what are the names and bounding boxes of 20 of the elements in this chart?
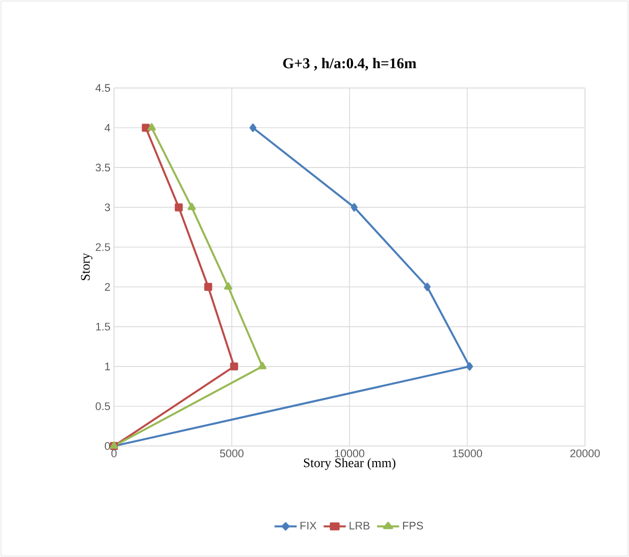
- y-tick-label: 4: [104, 124, 110, 132]
- x-axis-title: Story Shear (mm): [304, 458, 396, 470]
- y-tick-label: 0.5: [96, 402, 110, 410]
- legend-label: FIX: [300, 522, 316, 530]
- legend-label: FPS: [403, 522, 423, 530]
- x-tick-label: 5000: [220, 450, 244, 458]
- y-tick-label: 0: [104, 442, 110, 450]
- chart-title: G+3 , h/a:0.4, h=16m: [283, 58, 416, 70]
- x-tick-label: 20000: [570, 450, 600, 458]
- y-tick-label: 1.5: [96, 322, 110, 330]
- y-tick-label: 2.5: [96, 243, 110, 251]
- x-tick-label: 15000: [452, 450, 482, 458]
- legend-label: LRB: [350, 522, 370, 530]
- y-tick-label: 4.5: [95, 84, 110, 92]
- y-tick-label: 1: [105, 362, 110, 370]
- x-tick-label: 10000: [335, 450, 364, 458]
- y-tick-label: 3.5: [96, 164, 110, 172]
- y-axis-title: Story: [81, 253, 92, 280]
- y-tick-label: 3: [104, 203, 110, 212]
- y-tick-label: 2: [104, 283, 110, 291]
